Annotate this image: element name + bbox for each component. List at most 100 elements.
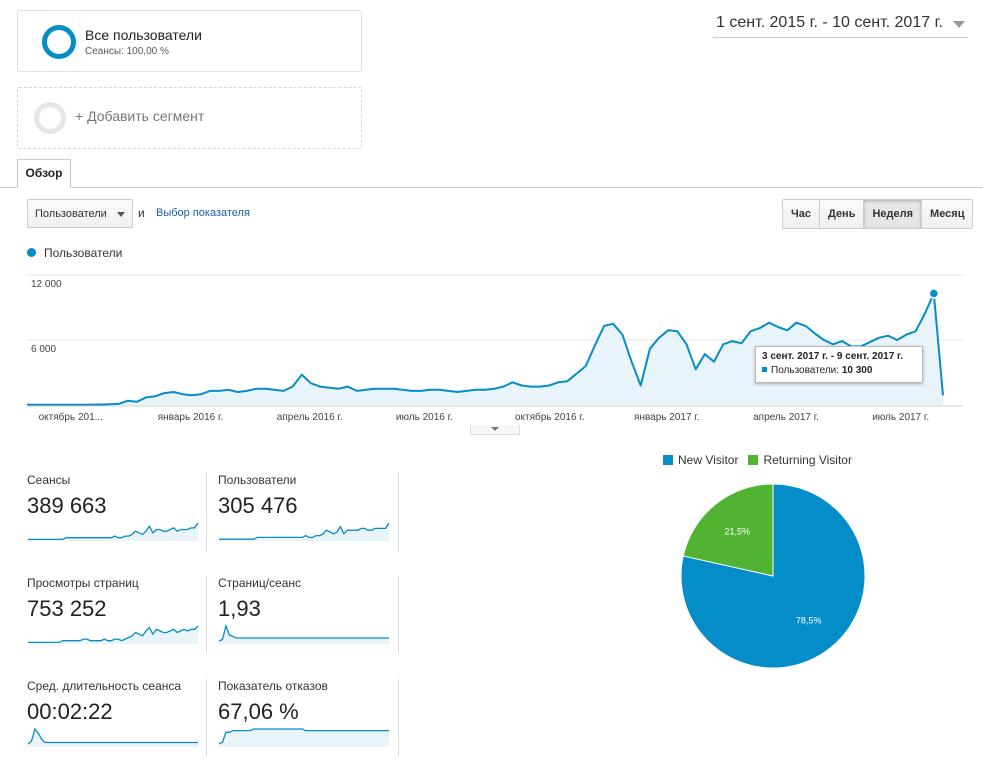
visitor-type-pie-chart[interactable]: 78,5% 21,5%: [670, 476, 875, 676]
date-range-text: 1 сент. 2015 г. - 10 сент. 2017 г.: [716, 14, 943, 31]
chevron-down-icon: [491, 427, 499, 431]
main-chart-legend: Пользователи: [27, 246, 122, 260]
segment-card-all-users[interactable]: Все пользователи Сеансы: 100,00 %: [17, 10, 362, 72]
legend-returning-visitor[interactable]: Returning Visitor: [748, 453, 852, 467]
pie-legend: New Visitor Returning Visitor: [663, 453, 852, 467]
sparkline-line: [28, 625, 199, 644]
tile-divider: [206, 473, 207, 551]
sparkline: [28, 522, 199, 541]
metric-tile-avg-session-duration[interactable]: Сред. длительность сеанса 00:02:22: [27, 679, 207, 757]
granularity-week-button[interactable]: Неделя: [863, 200, 922, 228]
metric-name: Просмотры страниц: [27, 576, 139, 590]
highlighted-point[interactable]: [928, 288, 940, 299]
x-tick-label: июль 2017 г.: [872, 412, 929, 423]
granularity-day-button[interactable]: День: [818, 200, 864, 228]
x-tick-label: январь 2017 г.: [634, 412, 699, 423]
metric-name: Сеансы: [27, 473, 71, 487]
tooltip-square-icon: [762, 367, 767, 372]
pie-slice-label: 21,5%: [725, 527, 751, 537]
segment-name: Все пользователи: [85, 27, 202, 43]
sparkline-fill: [219, 523, 389, 541]
metric-value: 1,93: [218, 596, 261, 621]
metric-select-value: Пользователи: [35, 208, 107, 220]
sparkline-line: [27, 727, 198, 745]
empty-segment-ring-icon: [34, 102, 66, 134]
legend-label: Пользователи: [44, 246, 123, 260]
sparkline: [218, 728, 389, 747]
users-line-chart[interactable]: 12 000 6 000 октябрь 201... январь 2016 г. а…: [0, 260, 983, 430]
pie-slice[interactable]: [682, 483, 774, 577]
tile-divider: [398, 473, 399, 551]
metric-value: 67,06 %: [218, 699, 299, 724]
series-line: [27, 292, 944, 406]
legend-label: Returning Visitor: [763, 453, 852, 467]
sparkline-fill: [219, 729, 389, 747]
and-label: и: [138, 206, 145, 220]
tooltip-row: Пользователи: 10 300: [762, 365, 916, 376]
granularity-toggle: Час День Неделя Месяц: [782, 199, 974, 229]
segment-ring-icon: [42, 25, 76, 59]
sparkline-fill: [28, 626, 198, 644]
sparkline-line: [219, 522, 390, 540]
legend-new-visitor[interactable]: New Visitor: [663, 453, 738, 467]
granularity-hour-button[interactable]: Час: [783, 200, 819, 228]
x-tick-label: апрель 2017 г.: [753, 412, 819, 423]
x-tick-label: октябрь 2016 г.: [515, 411, 585, 423]
metric-tile-pages-per-session[interactable]: Страниц/сеанс 1,93: [218, 576, 398, 654]
sparkline: [27, 727, 198, 747]
segment-subtitle: Сеансы: 100,00 %: [85, 46, 169, 57]
sparkline-line: [28, 522, 199, 541]
sparkline: [28, 625, 199, 644]
sparkline-fill: [28, 729, 198, 747]
tab-divider: [0, 187, 983, 188]
date-range-picker[interactable]: 1 сент. 2015 г. - 10 сент. 2017 г.: [713, 12, 968, 38]
metric-select[interactable]: Пользователи: [27, 199, 133, 228]
y-tick-label: 12 000: [31, 279, 62, 290]
tile-divider: [206, 576, 207, 654]
chevron-down-icon: [117, 212, 125, 217]
chart-tooltip: 3 сент. 2017 г. - 9 сент. 2017 г. Пользо…: [755, 346, 923, 383]
pie-slice-label: 78,5%: [796, 616, 822, 626]
tab-overview[interactable]: Обзор: [17, 159, 71, 188]
chart-collapse-handle[interactable]: [470, 425, 520, 435]
legend-swatch-icon: [748, 455, 759, 465]
sparkline-line: [218, 728, 389, 745]
area-fill: [27, 293, 943, 405]
sparkline: [219, 522, 390, 541]
metric-tile-sessions[interactable]: Сеансы 389 663: [27, 473, 207, 551]
y-tick-label: 6 000: [31, 344, 56, 355]
metric-name: Страниц/сеанс: [218, 576, 302, 590]
add-segment-label: + Добавить сегмент: [75, 108, 205, 124]
tile-divider: [398, 576, 399, 654]
metric-tile-pageviews[interactable]: Просмотры страниц 753 252: [27, 576, 207, 654]
legend-dot-icon: [27, 248, 36, 257]
metric-value: 00:02:22: [27, 699, 113, 724]
metric-name: Сред. длительность сеанса: [27, 679, 182, 693]
tile-divider: [206, 679, 207, 757]
metric-tile-users[interactable]: Пользователи 305 476: [218, 473, 398, 551]
metric-tile-bounce-rate[interactable]: Показатель отказов 67,06 %: [218, 679, 398, 757]
chevron-down-icon: [953, 21, 965, 28]
metric-value: 753 252: [27, 596, 107, 621]
granularity-month-button[interactable]: Месяц: [921, 200, 973, 228]
metric-name: Показатель отказов: [218, 679, 328, 693]
tooltip-label: Пользователи:: [771, 365, 840, 376]
sparkline-fill: [28, 523, 198, 541]
x-tick-label: октябрь 201...: [39, 411, 103, 423]
add-segment-button[interactable]: + Добавить сегмент: [17, 87, 362, 149]
metric-value: 305 476: [218, 493, 298, 518]
tooltip-value: 10 300: [841, 365, 873, 376]
sparkline-fill: [219, 626, 389, 644]
legend-swatch-icon: [663, 455, 673, 465]
sparkline: [218, 624, 389, 644]
x-tick-label: январь 2016 г.: [158, 412, 223, 423]
metric-name: Пользователи: [218, 473, 297, 487]
tooltip-date: 3 сент. 2017 г. - 9 сент. 2017 г.: [762, 351, 903, 362]
pick-metric-link[interactable]: Выбор показателя: [156, 207, 250, 219]
x-tick-label: июль 2016 г.: [396, 412, 453, 423]
tile-divider: [398, 679, 399, 757]
metric-value: 389 663: [27, 493, 107, 518]
x-tick-label: апрель 2016 г.: [277, 412, 343, 423]
sparkline-line: [218, 624, 389, 642]
legend-label: New Visitor: [678, 453, 739, 467]
